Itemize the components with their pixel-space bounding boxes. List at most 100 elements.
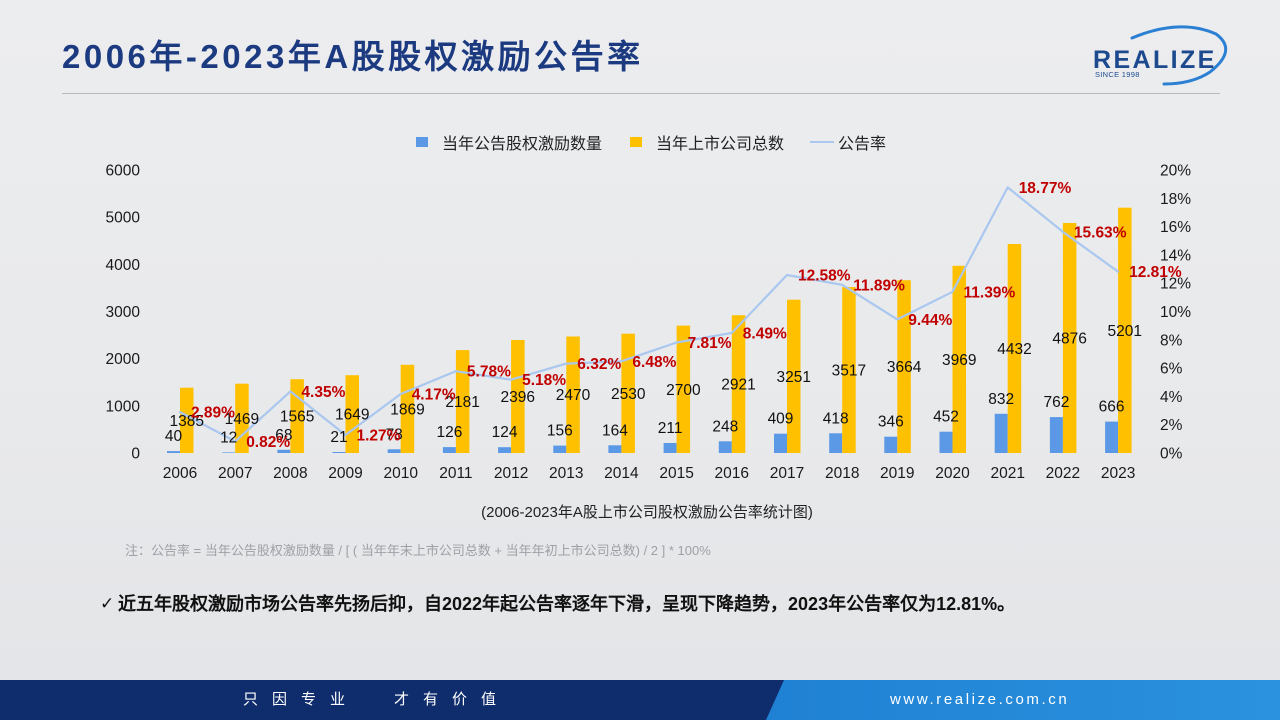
label-rate-value: 11.89: [853, 277, 891, 294]
label-rate: 5.18%: [522, 372, 566, 389]
label-listed-companies: 1869: [390, 401, 424, 418]
logo-since: SINCE 1998: [1095, 70, 1140, 79]
y-right-tick-label: 20%: [1160, 163, 1191, 180]
label-rate: 11.89%: [853, 277, 905, 294]
legend-label: 公告率: [838, 136, 887, 153]
label-announcements: 78: [386, 426, 403, 443]
bar-announcements: [829, 433, 843, 453]
x-tick-label: 2022: [1046, 465, 1080, 482]
bar-listed-companies: [400, 364, 415, 453]
bar-announcements: [774, 433, 787, 453]
label-rate: 8.49%: [743, 325, 787, 342]
label-rate: 4.17%: [412, 387, 456, 404]
y-left-tick-label: 4000: [106, 257, 141, 274]
bar-announcements: [884, 436, 898, 453]
label-listed-companies: 1385: [170, 413, 204, 430]
x-tick-label: 2023: [1101, 465, 1135, 482]
label-rate-value: 4.17: [412, 387, 442, 404]
legend-item-announcements: 当年公告股权激励数量: [416, 132, 602, 153]
label-rate: 18.77%: [1019, 180, 1072, 197]
label-rate-value: 1.27: [357, 428, 387, 445]
label-announcements: 156: [547, 423, 573, 440]
bar-listed-companies: [455, 350, 470, 453]
slogan-part-2: 才有价值: [394, 691, 511, 708]
label-rate-unit: %: [938, 312, 952, 329]
label-listed-companies: 4876: [1052, 331, 1086, 348]
label-rate: 12.81%: [1129, 264, 1182, 281]
x-tick-label: 2012: [494, 465, 528, 482]
bar-listed-companies: [621, 333, 635, 453]
bar-listed-companies: [1007, 244, 1022, 453]
label-rate-unit: %: [891, 277, 905, 294]
footer-band-light: [766, 680, 1280, 720]
legend-label: 当年上市公司总数: [656, 136, 785, 153]
label-listed-companies: 4432: [997, 341, 1031, 358]
label-announcements: 68: [275, 427, 292, 444]
label-announcements: 211: [658, 420, 683, 437]
label-listed-companies: 3517: [832, 363, 866, 380]
y-right-tick-label: 4%: [1160, 389, 1183, 406]
company-logo: REALIZE SINCE 1998: [1093, 25, 1227, 86]
label-listed-companies: 2470: [556, 387, 591, 404]
y-right-tick-label: 2%: [1160, 417, 1183, 434]
label-rate: 2.89%: [191, 405, 235, 422]
bar-listed-companies: [731, 315, 746, 453]
legend-item-listed-companies: 当年上市公司总数: [630, 132, 785, 153]
page-title: 2006年-2023年A股股权激励公告率: [62, 38, 644, 75]
label-rate: 7.81%: [688, 335, 732, 352]
labels-rate: 2.89%0.82%4.35%1.27%4.17%5.78% 5.18%6.32%…: [191, 180, 1182, 451]
label-announcements: 832: [988, 391, 1014, 408]
label-rate: 6.32%: [577, 356, 621, 373]
x-tick-label: 2013: [549, 465, 583, 482]
label-rate-value: 12.58: [798, 268, 837, 285]
label-rate: 4.35%: [301, 384, 345, 401]
label-rate-unit: %: [1057, 180, 1071, 197]
label-listed-companies: 2530: [611, 386, 646, 403]
label-announcements: 12: [220, 429, 237, 446]
label-rate: 1.27%: [357, 428, 401, 445]
label-rate-unit: %: [718, 335, 732, 352]
x-tick-label: 2010: [383, 465, 418, 482]
label-listed-companies: 2921: [721, 377, 755, 394]
title-divider: [62, 93, 1220, 94]
label-listed-companies: 1649: [335, 407, 369, 424]
bar-announcements: [994, 413, 1008, 453]
logo-swoosh: [1130, 25, 1227, 86]
check-icon: [100, 592, 117, 616]
bar-listed-companies: [787, 299, 801, 453]
bar-listed-companies: [180, 387, 194, 453]
label-listed-companies: 1565: [280, 409, 314, 426]
legend-swatch-announcements: [416, 137, 428, 147]
bar-announcements: [277, 449, 291, 453]
y-right-tick-label: 14%: [1160, 247, 1191, 264]
label-announcements: 21: [330, 429, 347, 446]
label-rate: 5.78%: [467, 364, 511, 381]
bar-announcements: [939, 431, 953, 453]
y-right-tick-label: 12%: [1160, 276, 1191, 293]
label-rate-unit: %: [1168, 264, 1182, 281]
bar-announcements: [222, 452, 236, 453]
label-rate: 0.82%: [246, 434, 290, 451]
chart-caption: (2006-2023年A股上市公司股权激励公告率统计图): [481, 504, 813, 521]
label-rate-value: 6.32: [577, 356, 607, 373]
label-announcements: 346: [878, 414, 904, 431]
label-rate-unit: %: [442, 387, 456, 404]
x-tick-label: 2021: [990, 465, 1024, 482]
label-listed-companies: 5201: [1108, 323, 1142, 340]
label-listed-companies: 2700: [666, 382, 701, 399]
label-rate: 11.39%: [964, 284, 1016, 301]
bars-listed-companies: [180, 207, 1132, 453]
label-listed-companies: 2396: [501, 389, 535, 406]
label-announcements: 409: [768, 411, 794, 428]
conclusion-text: 近五年股权激励市场公告率先扬后抑，自2022年起公告率逐年下滑，呈现下降趋势，2…: [118, 594, 1016, 614]
bar-announcements: [498, 447, 512, 453]
bar-listed-companies: [1062, 223, 1077, 453]
y-left-tick-label: 3000: [106, 304, 141, 321]
y-right-tick-label: 6%: [1160, 361, 1183, 378]
label-announcements: 126: [436, 424, 462, 441]
footer: 只因专业 才有价值 www.realize.com.cn: [0, 680, 1280, 720]
bar-listed-companies: [511, 340, 525, 453]
x-tick-label: 2018: [825, 465, 859, 482]
label-announcements: 248: [712, 418, 738, 435]
label-rate-value: 7.81: [688, 335, 719, 352]
